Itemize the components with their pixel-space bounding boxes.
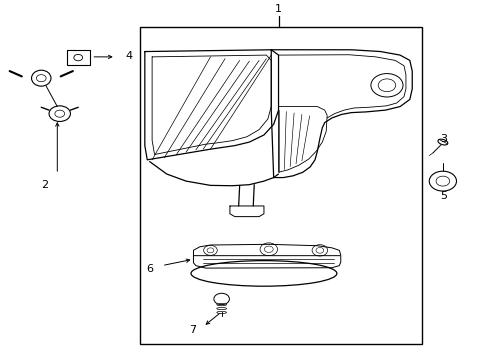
Text: 6: 6 <box>146 264 153 274</box>
Bar <box>140 27 421 345</box>
Text: 7: 7 <box>188 324 196 334</box>
Text: 3: 3 <box>440 134 447 144</box>
Bar <box>67 50 90 65</box>
Text: 2: 2 <box>41 180 49 190</box>
Text: 5: 5 <box>440 191 447 201</box>
Text: 4: 4 <box>125 51 132 61</box>
Text: 1: 1 <box>274 4 282 14</box>
